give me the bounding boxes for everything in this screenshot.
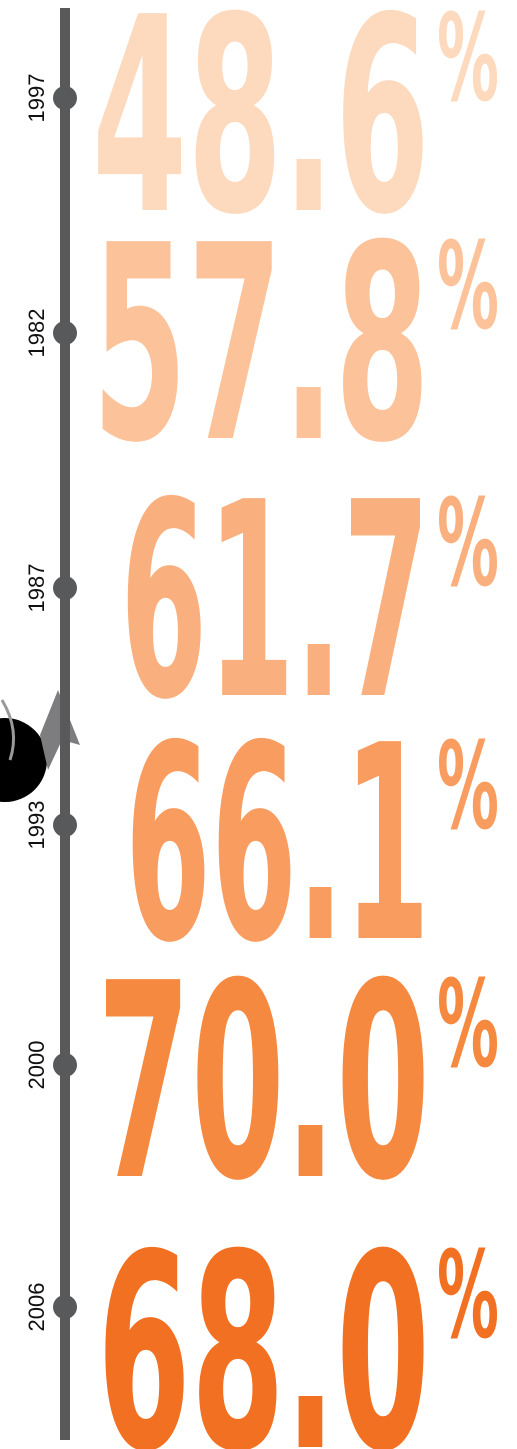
percent-sign: %: [437, 0, 499, 129]
percent-value: 68.0: [97, 1196, 430, 1449]
percent-value: 61.7: [120, 444, 430, 759]
percent-value: 48.6: [92, 0, 430, 274]
year-label: 2006: [24, 1283, 49, 1332]
decor-circle: [0, 718, 47, 802]
year-label: 2000: [24, 1041, 49, 1090]
percent-value: 57.8: [92, 187, 430, 502]
rows: 1997 48.6 % 1982 57.8 % 1987 61.7 % 1993 66.1 % 2000…: [24, 0, 499, 1449]
timeline-dot: [53, 1053, 77, 1077]
year-label: 1993: [24, 801, 49, 850]
timeline-dot: [53, 86, 77, 110]
year-label: 1987: [24, 564, 49, 613]
timeline-dot: [53, 1295, 77, 1319]
decor-arc: [0, 699, 16, 761]
percent-sign: %: [437, 475, 499, 614]
timeline-dot: [53, 813, 77, 837]
timeline-dot: [53, 576, 77, 600]
percent-sign: %: [437, 956, 499, 1095]
percent-sign: %: [437, 1227, 499, 1366]
percent-sign: %: [437, 218, 499, 357]
timeline-line: [60, 8, 70, 1440]
year-label: 1982: [24, 309, 49, 358]
percent-sign: %: [437, 718, 499, 857]
timeline-dot: [53, 321, 77, 345]
percent-value: 66.1: [125, 687, 430, 1002]
year-label: 1997: [24, 74, 49, 123]
percent-value: 70.0: [97, 925, 430, 1240]
